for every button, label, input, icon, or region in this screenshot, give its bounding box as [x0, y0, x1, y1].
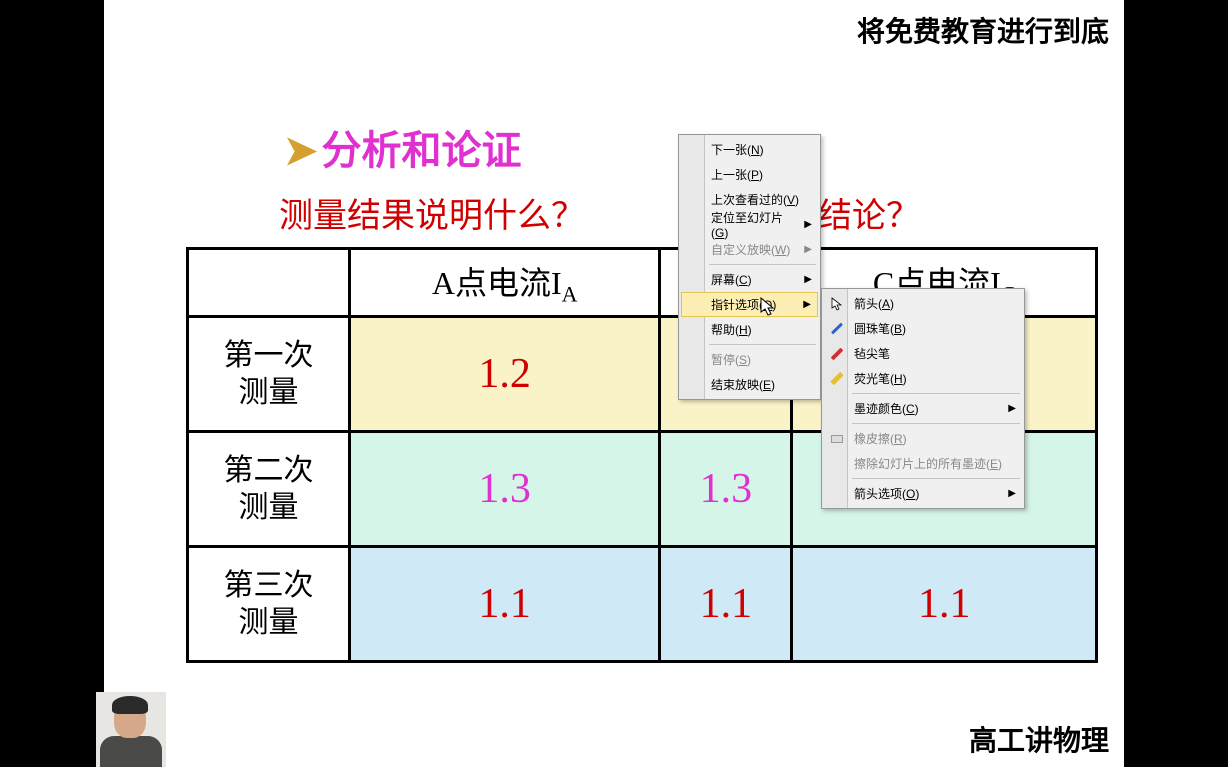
menu-item-label: 结束放映(E) — [711, 376, 775, 393]
menu-item: 自定义放映(W) ▶ — [681, 237, 818, 262]
row2-label: 第二次测量 — [188, 432, 350, 547]
watermark-top: 将免费教育进行到底 — [857, 10, 1109, 50]
submenu-arrow-icon: ▶ — [1008, 488, 1016, 499]
submenu-arrow-icon: ▶ — [804, 274, 812, 285]
col-header-a: A点电流IA — [350, 249, 660, 317]
context-menu-main[interactable]: 下一张(N) 上一张(P) 上次查看过的(V)定位至幻灯片(G) ▶ 自定义放映(W) ▶… — [678, 134, 821, 400]
submenu-arrow-icon: ▶ — [804, 244, 812, 255]
cell: 1.2 — [350, 317, 660, 432]
menu-item-label: 圆珠笔(B) — [854, 320, 906, 337]
section-heading-text: 分析和论证 — [322, 129, 522, 173]
bullet-arrow-icon: ➤ — [284, 129, 318, 173]
menu-item: 橡皮擦(R) — [824, 426, 1022, 451]
menu-item[interactable]: 上一张(P) — [681, 162, 818, 187]
watermark-bottom: 高工讲物理 — [969, 719, 1109, 759]
felt-pen-icon — [829, 346, 845, 362]
arrow-cursor-icon — [829, 296, 845, 312]
menu-separator — [709, 264, 816, 265]
menu-separator — [852, 393, 1020, 394]
menu-item: 擦除幻灯片上的所有墨迹(E) — [824, 451, 1022, 476]
menu-item-label: 暂停(S) — [711, 351, 751, 368]
menu-item[interactable]: 毡尖笔 — [824, 341, 1022, 366]
context-menu-pointer-options[interactable]: 箭头(A) 圆珠笔(B) 毡尖笔荧光笔(H) 墨迹颜色(C) ▶ 橡皮擦(R) 擦除幻灯片上… — [821, 288, 1025, 509]
menu-item-label: 帮助(H) — [711, 321, 752, 338]
menu-item-label: 下一张(N) — [711, 141, 764, 158]
menu-item[interactable]: 墨迹颜色(C) ▶ — [824, 396, 1022, 421]
menu-item-label: 荧光笔(H) — [854, 370, 907, 387]
eraser-icon — [829, 431, 845, 447]
menu-item-label: 墨迹颜色(C) — [854, 400, 919, 417]
menu-item[interactable]: 圆珠笔(B) — [824, 316, 1022, 341]
menu-item-label: 箭头选项(O) — [854, 485, 919, 502]
menu-item-label: 上次查看过的(V) — [711, 191, 799, 208]
menu-item-label: 上一张(P) — [711, 166, 763, 183]
cell: 1.1 — [660, 547, 792, 662]
submenu-arrow-icon: ▶ — [803, 299, 811, 310]
menu-item[interactable]: 结束放映(E) — [681, 372, 818, 397]
row3-label: 第三次测量 — [188, 547, 350, 662]
menu-separator — [852, 478, 1020, 479]
menu-item-label: 箭头(A) — [854, 295, 894, 312]
question-part1: 测量结果说明什么？ — [279, 198, 585, 235]
menu-item-label: 屏幕(C) — [711, 271, 752, 288]
submenu-arrow-icon: ▶ — [1008, 403, 1016, 414]
menu-item: 暂停(S) — [681, 347, 818, 372]
menu-item-label: 定位至幻灯片(G) — [711, 209, 800, 240]
menu-separator — [709, 344, 816, 345]
menu-item-label: 毡尖笔 — [854, 345, 890, 362]
menu-item-label: 指针选项(O) — [711, 296, 776, 313]
cell: 1.1 — [792, 547, 1097, 662]
cell: 1.1 — [350, 547, 660, 662]
cell: 1.3 — [350, 432, 660, 547]
question-text: 测量结果说明什么？ 么结论？ — [279, 188, 920, 237]
row1-label: 第一次测量 — [188, 317, 350, 432]
instructor-thumbnail — [96, 692, 166, 767]
menu-item-label: 自定义放映(W) — [711, 241, 790, 258]
menu-item[interactable]: 下一张(N) — [681, 137, 818, 162]
menu-item[interactable]: 屏幕(C) ▶ — [681, 267, 818, 292]
table-corner — [188, 249, 350, 317]
cell: 1.3 — [660, 432, 792, 547]
menu-item[interactable]: 箭头(A) — [824, 291, 1022, 316]
ballpoint-pen-icon — [829, 321, 845, 337]
highlighter-icon — [829, 371, 845, 387]
section-heading: ➤分析和论证 — [284, 118, 522, 176]
menu-item-label: 橡皮擦(R) — [854, 430, 907, 447]
menu-item[interactable]: 定位至幻灯片(G) ▶ — [681, 212, 818, 237]
menu-item[interactable]: 指针选项(O) ▶ — [681, 292, 818, 317]
menu-item[interactable]: 荧光笔(H) — [824, 366, 1022, 391]
menu-item-label: 擦除幻灯片上的所有墨迹(E) — [854, 455, 1002, 472]
menu-item[interactable]: 箭头选项(O) ▶ — [824, 481, 1022, 506]
submenu-arrow-icon: ▶ — [804, 219, 812, 230]
menu-separator — [852, 423, 1020, 424]
menu-item[interactable]: 帮助(H) — [681, 317, 818, 342]
